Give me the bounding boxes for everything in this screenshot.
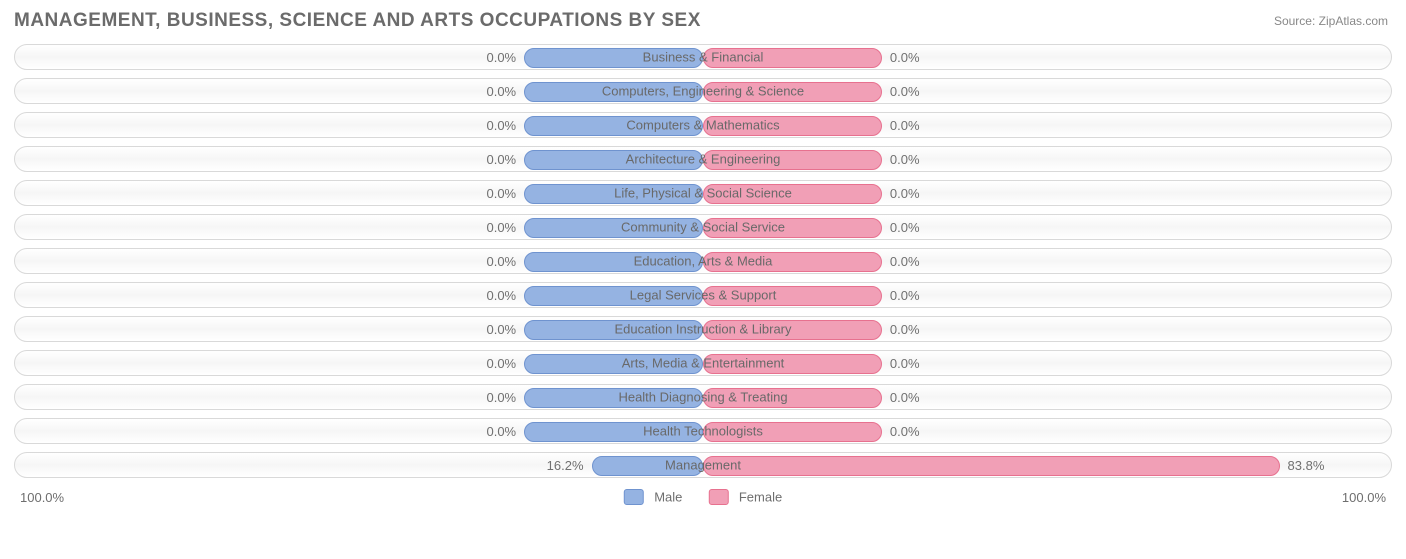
- female-value-label: 0.0%: [890, 84, 920, 99]
- category-label: Life, Physical & Social Science: [610, 186, 796, 201]
- female-value-label: 0.0%: [890, 50, 920, 65]
- male-value-label: 0.0%: [486, 322, 516, 337]
- category-label: Community & Social Service: [617, 220, 789, 235]
- legend-item-female: Female: [708, 488, 782, 506]
- category-label: Education Instruction & Library: [610, 322, 795, 337]
- legend-swatch-male: [624, 489, 644, 505]
- bar-row: 0.0% 0.0% Education Instruction & Library: [14, 316, 1392, 342]
- bar-row: 0.0% 0.0% Community & Social Service: [14, 214, 1392, 240]
- female-bar: [703, 456, 1280, 476]
- category-label: Management: [661, 458, 745, 473]
- female-value-label: 0.0%: [890, 152, 920, 167]
- bar-row: 0.0% 0.0% Architecture & Engineering: [14, 146, 1392, 172]
- male-value-label: 0.0%: [486, 84, 516, 99]
- bar-row: 0.0% 0.0% Business & Financial: [14, 44, 1392, 70]
- female-value-label: 0.0%: [890, 118, 920, 133]
- female-value-label: 0.0%: [890, 186, 920, 201]
- category-label: Architecture & Engineering: [622, 152, 785, 167]
- male-value-label: 0.0%: [486, 254, 516, 269]
- bar-row: 0.0% 0.0% Legal Services & Support: [14, 282, 1392, 308]
- bar-row: 0.0% 0.0% Education, Arts & Media: [14, 248, 1392, 274]
- bar-row: 0.0% 0.0% Computers, Engineering & Science: [14, 78, 1392, 104]
- legend-label-male: Male: [654, 489, 682, 504]
- category-label: Arts, Media & Entertainment: [618, 356, 789, 371]
- category-label: Health Diagnosing & Treating: [614, 390, 791, 405]
- female-value-label: 0.0%: [890, 220, 920, 235]
- male-value-label: 0.0%: [486, 356, 516, 371]
- category-label: Computers & Mathematics: [622, 118, 783, 133]
- bar-row: 0.0% 0.0% Health Technologists: [14, 418, 1392, 444]
- male-value-label: 0.0%: [486, 186, 516, 201]
- chart-axis: 100.0% 100.0% Male Female: [14, 486, 1392, 516]
- bar-row: 0.0% 0.0% Computers & Mathematics: [14, 112, 1392, 138]
- male-value-label: 0.0%: [486, 50, 516, 65]
- female-value-label: 83.8%: [1288, 458, 1325, 473]
- bar-row: 16.2% 83.8% Management: [14, 452, 1392, 478]
- category-label: Health Technologists: [639, 424, 767, 439]
- category-label: Legal Services & Support: [626, 288, 781, 303]
- male-value-label: 0.0%: [486, 118, 516, 133]
- legend-item-male: Male: [624, 488, 683, 506]
- bar-row: 0.0% 0.0% Life, Physical & Social Science: [14, 180, 1392, 206]
- category-label: Business & Financial: [639, 50, 768, 65]
- female-value-label: 0.0%: [890, 322, 920, 337]
- bar-row: 0.0% 0.0% Health Diagnosing & Treating: [14, 384, 1392, 410]
- bar-row: 0.0% 0.0% Arts, Media & Entertainment: [14, 350, 1392, 376]
- male-value-label: 16.2%: [547, 458, 584, 473]
- category-label: Education, Arts & Media: [630, 254, 777, 269]
- female-value-label: 0.0%: [890, 390, 920, 405]
- female-value-label: 0.0%: [890, 424, 920, 439]
- male-value-label: 0.0%: [486, 424, 516, 439]
- legend-swatch-female: [708, 489, 728, 505]
- chart-title: MANAGEMENT, BUSINESS, SCIENCE AND ARTS O…: [14, 10, 1392, 32]
- axis-label-right: 100.0%: [1342, 490, 1386, 505]
- male-value-label: 0.0%: [486, 220, 516, 235]
- axis-label-left: 100.0%: [20, 490, 64, 505]
- female-value-label: 0.0%: [890, 288, 920, 303]
- female-value-label: 0.0%: [890, 254, 920, 269]
- legend-label-female: Female: [739, 489, 782, 504]
- male-value-label: 0.0%: [486, 288, 516, 303]
- female-value-label: 0.0%: [890, 356, 920, 371]
- chart-rows-container: 0.0% 0.0% Business & Financial 0.0% 0.0% Comp…: [14, 44, 1392, 478]
- category-label: Computers, Engineering & Science: [598, 84, 808, 99]
- chart-legend: Male Female: [624, 488, 782, 506]
- male-value-label: 0.0%: [486, 152, 516, 167]
- male-value-label: 0.0%: [486, 390, 516, 405]
- source-attribution: Source: ZipAtlas.com: [1274, 14, 1388, 28]
